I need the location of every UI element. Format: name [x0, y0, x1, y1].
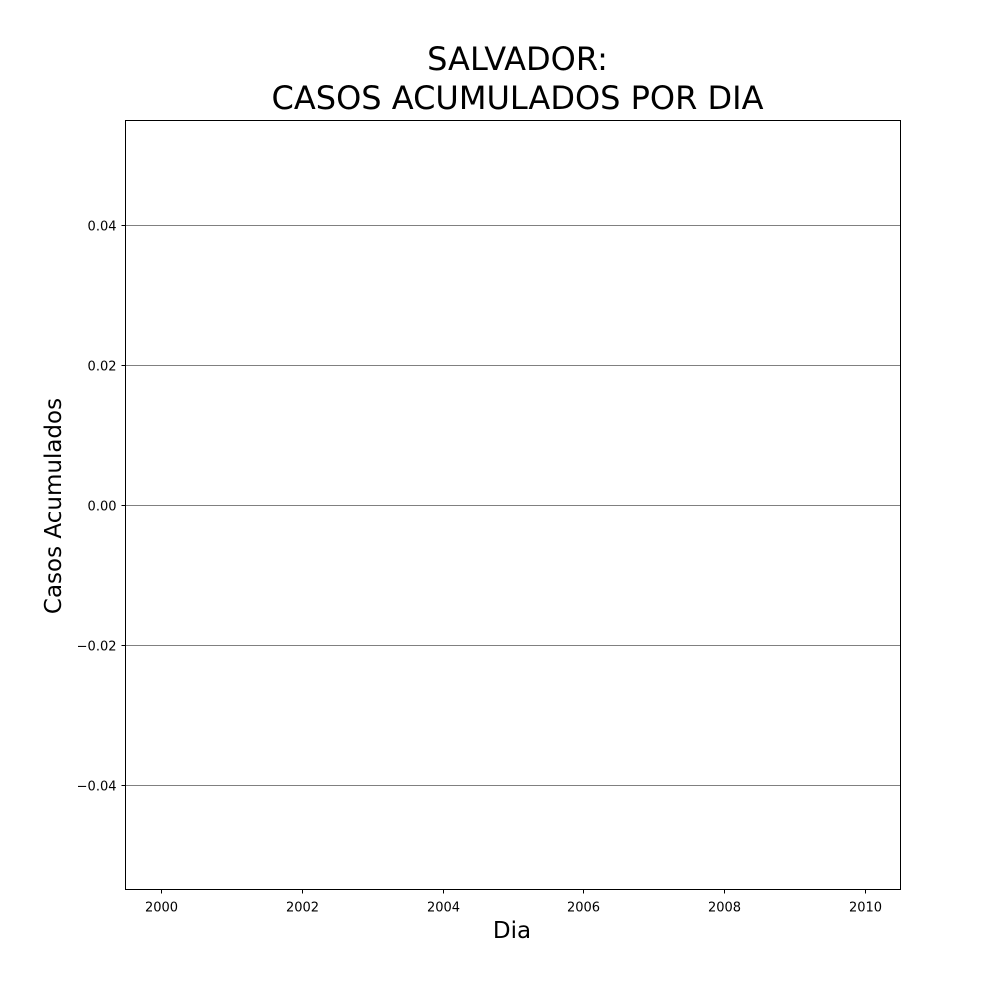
x-axis-label: Dia [493, 918, 531, 944]
y-axis: 0.04 0.02 0.00 −0.02 −0.04 [77, 220, 126, 795]
x-tick-label: 2004 [427, 901, 460, 916]
grid-layer [125, 225, 901, 786]
x-tick-label: 2010 [849, 901, 882, 916]
y-axis-label: Casos Acumulados [41, 398, 67, 614]
x-tick-label: 2000 [145, 901, 178, 916]
y-tick-label: −0.02 [77, 640, 117, 655]
y-tick-label: 0.00 [88, 500, 117, 515]
chart-title-line-2: CASOS ACUMULADOS POR DIA [271, 79, 764, 117]
chart-title-line-1: SALVADOR: [427, 40, 608, 78]
x-axis: 2000 2002 2004 2006 2008 2010 [145, 889, 882, 916]
x-tick-label: 2002 [286, 901, 319, 916]
y-tick-label: −0.04 [77, 780, 117, 795]
x-tick-label: 2008 [708, 901, 741, 916]
chart-title: SALVADOR: CASOS ACUMULADOS POR DIA [0, 40, 1000, 118]
x-tick-label: 2006 [567, 901, 600, 916]
y-tick-label: 0.04 [88, 220, 117, 235]
y-tick-label: 0.02 [88, 360, 117, 375]
